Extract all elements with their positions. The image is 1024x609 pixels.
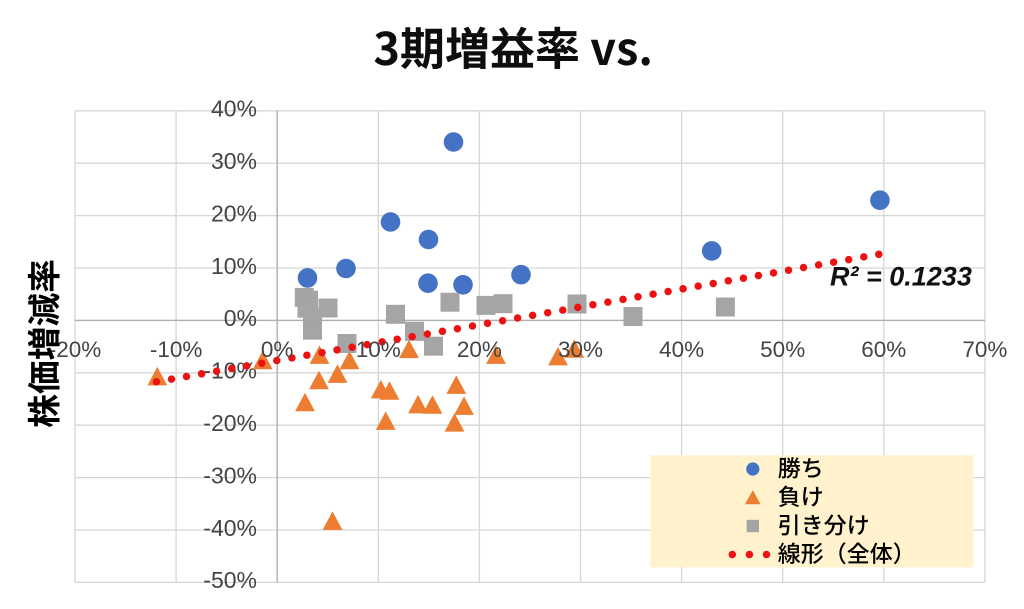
svg-text:0%: 0% bbox=[224, 305, 257, 331]
svg-text:10%: 10% bbox=[211, 253, 257, 279]
svg-text:0%: 0% bbox=[261, 337, 294, 362]
svg-text:R² = 0.1233: R² = 0.1233 bbox=[830, 262, 972, 292]
svg-text:70%: 70% bbox=[962, 337, 1007, 362]
svg-text:20%: 20% bbox=[457, 337, 502, 362]
svg-text:30%: 30% bbox=[558, 337, 603, 362]
svg-text:-30%: -30% bbox=[203, 462, 257, 488]
svg-text:-40%: -40% bbox=[203, 515, 257, 541]
svg-text:60%: 60% bbox=[861, 337, 906, 362]
svg-text:-50%: -50% bbox=[203, 567, 257, 593]
svg-text:-20%: -20% bbox=[203, 410, 257, 436]
svg-text:40%: 40% bbox=[211, 96, 257, 122]
svg-text:10%: 10% bbox=[356, 337, 401, 362]
svg-text:40%: 40% bbox=[659, 337, 704, 362]
svg-text:20%: 20% bbox=[211, 200, 257, 226]
svg-text:30%: 30% bbox=[211, 148, 257, 174]
svg-text:50%: 50% bbox=[760, 337, 805, 362]
svg-text:-10%: -10% bbox=[150, 337, 203, 362]
